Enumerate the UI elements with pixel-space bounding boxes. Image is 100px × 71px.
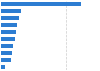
Bar [1, 2, 81, 6]
Bar [1, 37, 15, 41]
Bar [1, 58, 10, 62]
Bar [1, 44, 13, 48]
Bar [1, 30, 16, 34]
Bar [1, 16, 19, 20]
Bar [1, 9, 21, 13]
Bar [1, 65, 5, 69]
Bar [1, 51, 12, 55]
Bar [1, 23, 17, 27]
